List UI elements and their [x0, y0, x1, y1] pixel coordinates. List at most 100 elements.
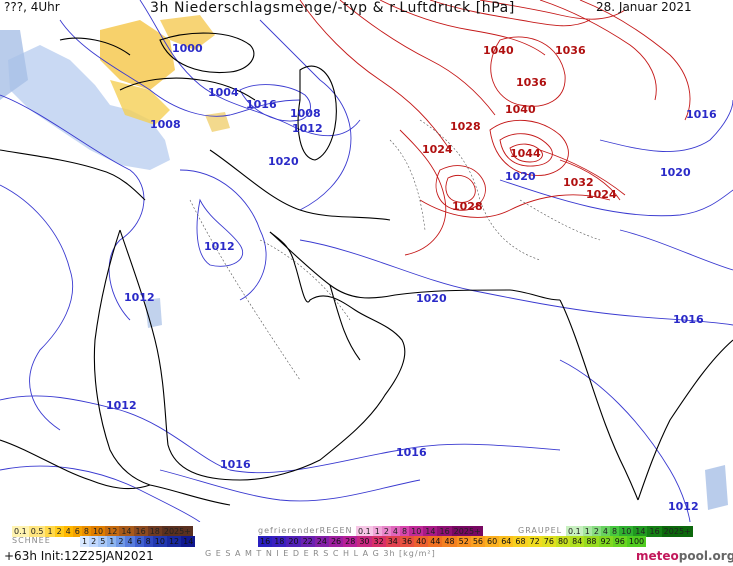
legend-step: 0.1 [12, 526, 29, 537]
isobar-label: 1012 [204, 240, 235, 253]
isobar-label: 1020 [505, 170, 536, 183]
isobar-label: 1016 [686, 108, 717, 121]
legend-step: 72 [527, 536, 542, 547]
isobar-label: 1012 [124, 291, 155, 304]
meteopool-logo[interactable]: meteopool.org [636, 549, 733, 563]
isobar-label: 1012 [106, 399, 137, 412]
freezing-rain-label: gefrierenderREGEN [258, 526, 353, 535]
legend-step: 16 [437, 526, 452, 537]
legend-step: 2 [116, 536, 126, 547]
legend-step: 24 [314, 536, 329, 547]
precipitation-legend: 0.1 0.5 1 2 4 6 8 10 12 14 16 18 2025+ gefrierenderR… [0, 522, 733, 566]
isobar-label: 1020 [268, 155, 299, 168]
legend-step: 6 [134, 536, 144, 547]
isobar-label: 1012 [292, 122, 323, 135]
map-title: 3h Niederschlagsmenge/-typ & r.Luftdruck… [150, 0, 515, 16]
isobar-label: 1024 [586, 188, 617, 201]
legend-step: 68 [513, 536, 528, 547]
isobar-label: 1000 [172, 42, 203, 55]
total-precipitation-label: G E S A M T N I E D E R S C H L A G 3h [… [205, 549, 436, 558]
legend-step: 48 [442, 536, 457, 547]
model-run-info: +63h Init:12Z25JAN2021 [4, 549, 154, 563]
isobar-label: 1008 [290, 107, 321, 120]
isobar-label: 1032 [563, 176, 594, 189]
legend-step: 1 [107, 536, 117, 547]
political-borders [189, 119, 601, 381]
legend-step: 0.1 [566, 526, 583, 537]
isobar-label: 1028 [450, 120, 481, 133]
forecast-time: ???, 4Uhr [4, 0, 60, 14]
isobar-label: 1044 [510, 147, 541, 160]
legend-step: 16 [258, 536, 273, 547]
coastlines [0, 32, 733, 506]
legend-step: 10 [152, 536, 167, 547]
legend-step: 4 [600, 526, 611, 537]
legend-step: 26 [328, 536, 344, 547]
isobar-label: 1016 [220, 458, 251, 471]
legend-step: 40 [414, 536, 429, 547]
precipitation-areas [0, 15, 728, 510]
legend-step: 92 [598, 536, 613, 547]
forecast-date: 28. Januar 2021 [596, 0, 692, 14]
legend-step: 96 [612, 536, 627, 547]
low-isobars [0, 0, 733, 523]
legend-step: 10 [409, 526, 424, 537]
legend-step: 30 [357, 536, 372, 547]
isobar-label: 1012 [668, 500, 699, 513]
isobar-label: 1040 [505, 103, 536, 116]
legend-step: 14 [181, 536, 196, 547]
legend-step: 80 [555, 536, 571, 547]
isobar-label: 1016 [396, 446, 427, 459]
isobar-label: 1036 [516, 76, 547, 89]
legend-step: 14 [633, 526, 648, 537]
legend-step: 6 [72, 526, 82, 537]
isobar-label: 1024 [422, 143, 453, 156]
legend-step: 64 [499, 536, 514, 547]
legend-step: 28 [343, 536, 358, 547]
legend-step: 52 [456, 536, 471, 547]
isobar-label: 1040 [483, 44, 514, 57]
snow-label: SCHNEE [12, 536, 51, 545]
total-precipitation-scale: 16 18 20 22 24 26 28 30 32 34 36 40 44 48 52 56 60 64 68 72… [258, 536, 647, 547]
legend-step: 34 [385, 536, 400, 547]
legend-step: 5 [98, 536, 108, 547]
legend-step: 44 [428, 536, 443, 547]
isobar-label: 1028 [452, 200, 483, 213]
legend-step: 1 [45, 526, 55, 537]
legend-step: 8 [610, 526, 620, 537]
graupel-label: GRAUPEL [518, 526, 563, 535]
high-isobars [299, 0, 691, 256]
legend-step: 14 [423, 526, 438, 537]
legend-step: 1 [582, 526, 592, 537]
legend-step: 36 [399, 536, 415, 547]
isobar-label: 1008 [150, 118, 181, 131]
isobar-label: 1020 [660, 166, 691, 179]
legend-step: 14 [119, 526, 134, 537]
legend-step: 2 [591, 526, 601, 537]
legend-step: 16 [647, 526, 662, 537]
legend-step: 2025+ [451, 526, 483, 537]
legend-step: 8 [143, 536, 153, 547]
isobar-label: 1036 [555, 44, 586, 57]
legend-step: 4 [390, 526, 401, 537]
legend-step: 16 [133, 526, 148, 537]
legend-step: 100 [626, 536, 647, 547]
legend-step: 12 [166, 536, 182, 547]
legend-step: 2025+ [161, 526, 193, 537]
legend-step: 4 [125, 536, 135, 547]
legend-step: 2 [54, 526, 64, 537]
legend-step: 12 [105, 526, 120, 537]
legend-step: 2 [381, 526, 391, 537]
legend-step: 56 [470, 536, 485, 547]
legend-step: 4 [63, 526, 73, 537]
legend-step: 2 [89, 536, 99, 547]
logo-part-pool: pool [678, 549, 708, 563]
legend-step: 10 [619, 526, 634, 537]
legend-step: 88 [584, 536, 599, 547]
isobar-label: 1020 [416, 292, 447, 305]
legend-step: 22 [300, 536, 315, 547]
isobar-label: 1004 [208, 86, 239, 99]
rain-scale: 0.1 0.5 1 2 4 6 8 10 12 14 16 18 2025+ [12, 526, 193, 537]
freezing-rain-scale: 0.1 1 2 4 8 10 14 16 2025+ [356, 526, 483, 537]
graupel-scale: 0.1 1 2 4 8 10 14 16 2025+ [566, 526, 693, 537]
